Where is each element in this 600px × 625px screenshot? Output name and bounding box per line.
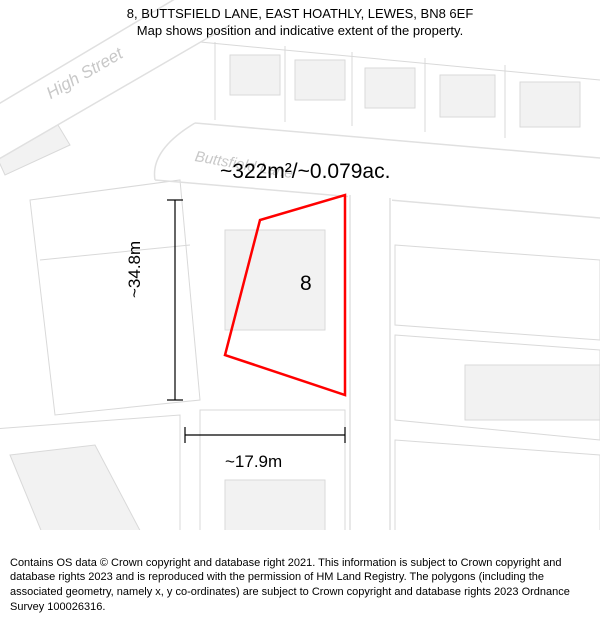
copyright-footer: Contains OS data © Crown copyright and d… [0,550,600,625]
height-measurement: ~34.8m [125,241,145,298]
map-canvas: High Street Buttsfield Lane ~322m²/~0.07… [0,0,600,530]
property-address: 8, BUTTSFIELD LANE, EAST HOATHLY, LEWES,… [10,6,590,23]
plot-number-label: 8 [300,272,312,296]
area-measurement: ~322m²/~0.079ac. [220,160,390,184]
header-subtitle: Map shows position and indicative extent… [10,23,590,40]
header: 8, BUTTSFIELD LANE, EAST HOATHLY, LEWES,… [0,0,600,42]
width-measurement: ~17.9m [225,452,282,472]
